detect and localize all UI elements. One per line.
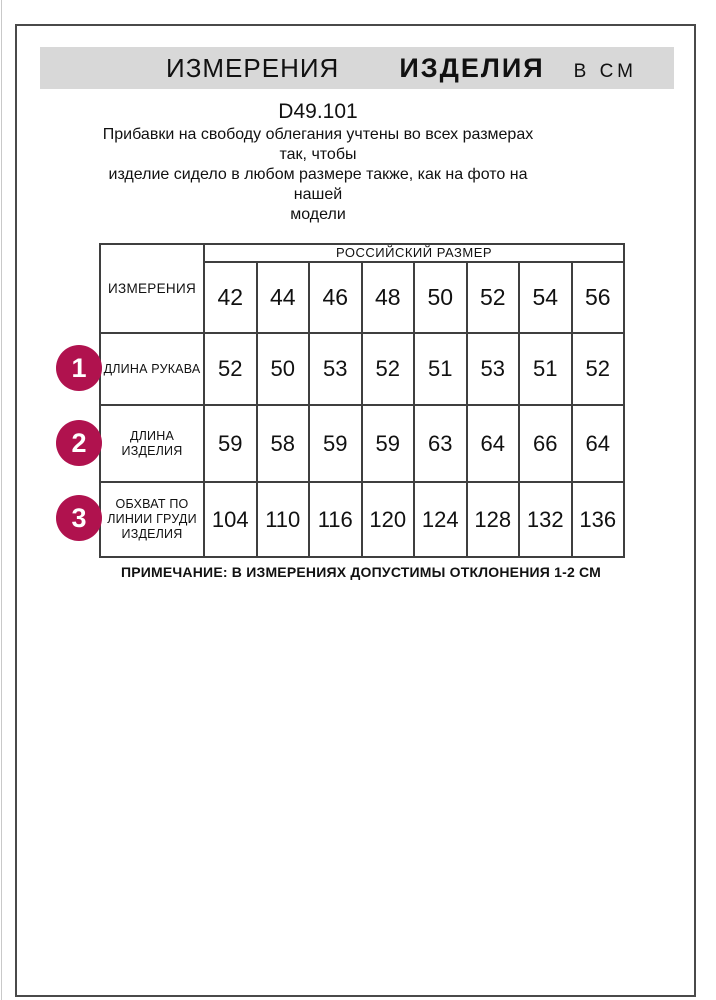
- table-row: ОБХВАТ ПО ЛИНИИ ГРУДИ ИЗДЕЛИЯ 104 110 116 12…: [99, 481, 626, 558]
- measurement-value: 52: [360, 332, 415, 406]
- measurements-column-header: ИЗМЕРЕНИЯ: [99, 243, 205, 334]
- size-header-row: 42 44 46 48 50 52 54 56: [100, 261, 626, 334]
- row-marker-1: 1: [56, 345, 102, 391]
- note-text: ПРИМЕЧАНИЕ: В ИЗМЕРЕНИЯХ ДОПУСТИМЫ ОТКЛО…: [120, 564, 602, 580]
- page-border-frame: [15, 24, 696, 997]
- size-header-42: 42: [203, 261, 258, 334]
- measurement-value: 120: [360, 481, 415, 558]
- title-unit: В СМ: [573, 61, 637, 82]
- measurement-value: 63: [413, 404, 468, 483]
- measurement-value: 51: [413, 332, 468, 406]
- measurement-value: 116: [308, 481, 363, 558]
- measurement-value: 53: [465, 332, 520, 406]
- measurement-label: ДЛИНА РУКАВА: [99, 332, 205, 406]
- size-header-46: 46: [308, 261, 363, 334]
- measurement-value: 50: [255, 332, 310, 406]
- header-banner: ИЗМЕРЕНИЯ ИЗДЕЛИЯ В СМ: [40, 47, 674, 89]
- title-product: ИЗДЕЛИЯ: [399, 53, 545, 83]
- measurement-value: 64: [570, 404, 626, 483]
- article-code: D49.101: [278, 100, 358, 123]
- measurement-value: 53: [308, 332, 363, 406]
- measurement-value: 59: [203, 404, 258, 483]
- row-marker-2: 2: [56, 420, 102, 466]
- table-row: ДЛИНА РУКАВА 52 50 53 52 51 53 51 52: [99, 332, 626, 406]
- measurement-value: 124: [413, 481, 468, 558]
- intro-block: D49.101 Прибавки на свободу облегания уч…: [88, 100, 548, 225]
- measurement-value: 58: [255, 404, 310, 483]
- size-header-56: 56: [570, 261, 626, 334]
- size-header-48: 48: [360, 261, 415, 334]
- measurement-value: 110: [255, 481, 310, 558]
- measurement-value: 59: [308, 404, 363, 483]
- description-text: Прибавки на свободу облегания учтены во …: [102, 126, 534, 223]
- measurement-label: ОБХВАТ ПО ЛИНИИ ГРУДИ ИЗДЕЛИЯ: [99, 481, 205, 558]
- scan-edge-line: [1, 0, 2, 1000]
- row-marker-3: 3: [56, 495, 102, 541]
- table-row: ДЛИНА ИЗДЕЛИЯ 59 58 59 59 63 64 66 64: [99, 404, 626, 483]
- measurement-value: 52: [570, 332, 626, 406]
- measurement-value: 136: [570, 481, 626, 558]
- measurements-table: ИЗМЕРЕНИЯ РОССИЙСКИЙ РАЗМЕР 42 44 46 48 50 52…: [99, 243, 626, 558]
- measurement-value: 66: [518, 404, 573, 483]
- size-header-54: 54: [518, 261, 573, 334]
- measurement-value: 52: [203, 332, 258, 406]
- size-header-44: 44: [255, 261, 310, 334]
- size-header-52: 52: [465, 261, 520, 334]
- size-group-header-row: ИЗМЕРЕНИЯ РОССИЙСКИЙ РАЗМЕР: [99, 243, 626, 334]
- measurement-value: 59: [360, 404, 415, 483]
- measurement-value: 104: [203, 481, 258, 558]
- measurement-value: 51: [518, 332, 573, 406]
- russian-size-header: РОССИЙСКИЙ РАЗМЕР: [202, 243, 626, 263]
- measurement-value: 132: [518, 481, 573, 558]
- title-measurements: ИЗМЕРЕНИЯ: [166, 53, 340, 83]
- measurement-label: ДЛИНА ИЗДЕЛИЯ: [99, 404, 205, 483]
- size-header-50: 50: [413, 261, 468, 334]
- measurement-value: 128: [465, 481, 520, 558]
- measurement-value: 64: [465, 404, 520, 483]
